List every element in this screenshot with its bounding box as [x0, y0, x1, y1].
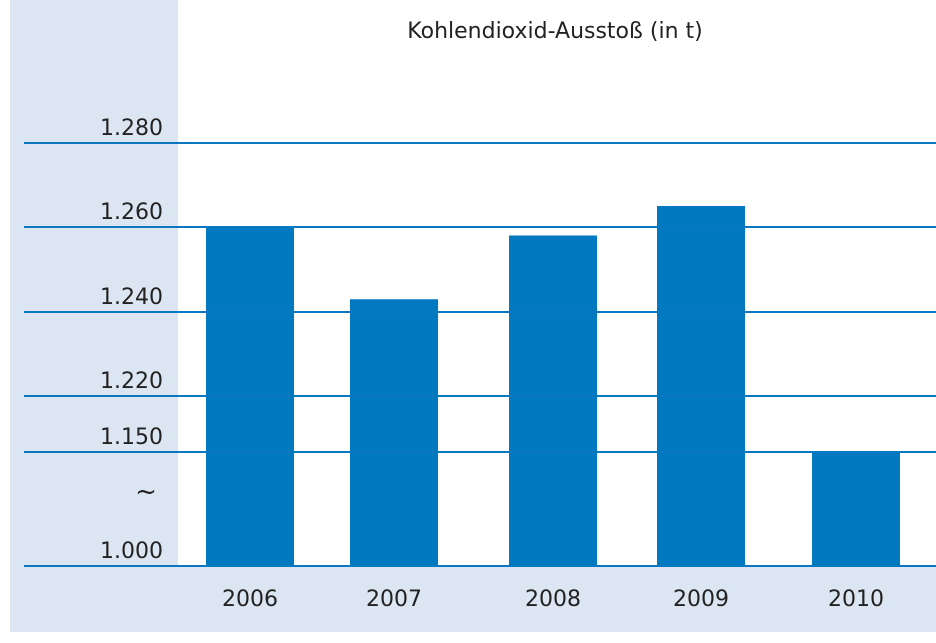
chart-title: Kohlendioxid-Ausstoß (in t)	[407, 19, 702, 44]
y-tick-label: 1.150	[100, 425, 163, 450]
y-tick-label: 1.240	[100, 285, 163, 310]
y-tick-label: 1.220	[100, 369, 163, 394]
bar	[657, 206, 745, 566]
y-tick-label: 1.280	[100, 116, 163, 141]
x-tick-label: 2007	[366, 587, 422, 612]
bar	[350, 299, 438, 566]
y-tick-label: 1.260	[100, 200, 163, 225]
y-tick-label: 1.000	[100, 539, 163, 564]
x-tick-label: 2009	[673, 587, 729, 612]
axis-break: ~	[135, 477, 157, 507]
bottom-band	[10, 566, 936, 632]
bar	[509, 235, 597, 566]
x-tick-label: 2006	[222, 587, 278, 612]
side-band	[10, 0, 178, 632]
bar	[812, 452, 900, 566]
x-tick-label: 2010	[828, 587, 884, 612]
x-tick-label: 2008	[525, 587, 581, 612]
